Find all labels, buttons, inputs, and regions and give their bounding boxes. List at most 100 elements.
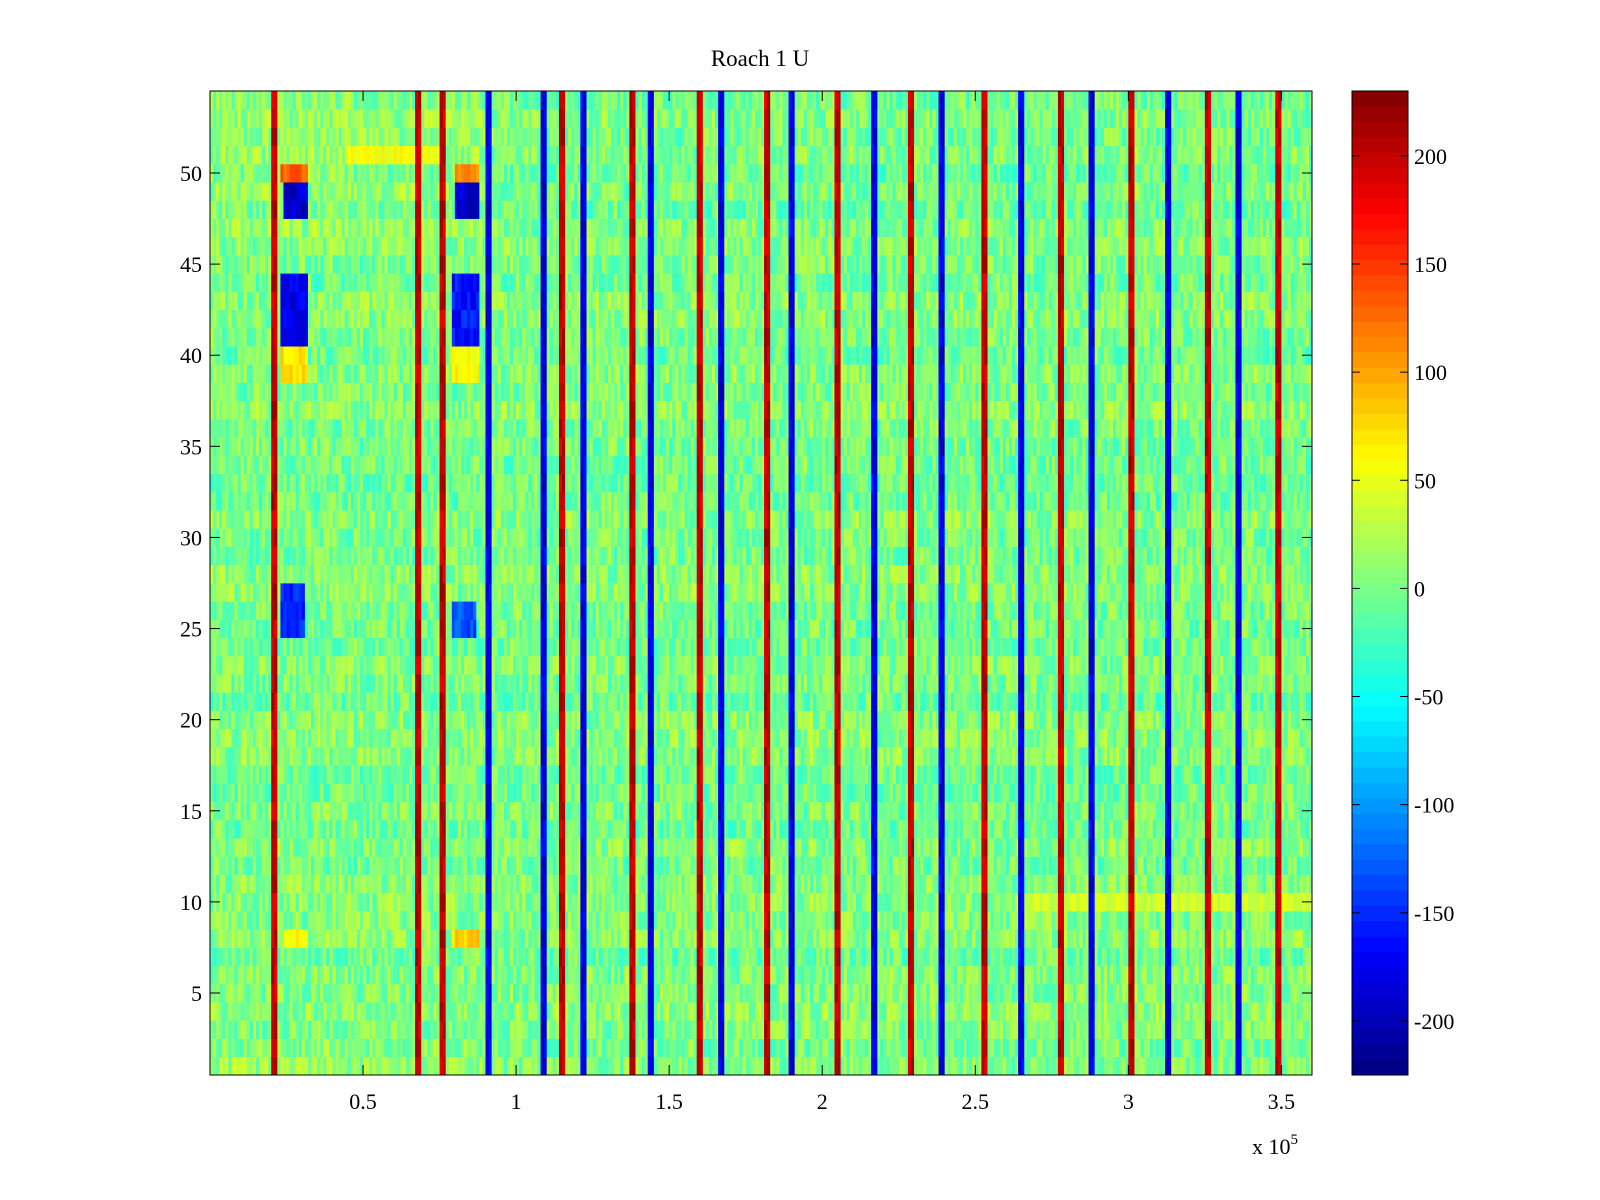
- heatmap-cell: [464, 510, 468, 529]
- heatmap-cell: [314, 783, 318, 803]
- heatmap-cell: [344, 583, 349, 602]
- heatmap-cell: [216, 1038, 220, 1058]
- heatmap-cell: [246, 546, 251, 566]
- heatmap-cell: [430, 583, 434, 602]
- heatmap-cell: [329, 1056, 333, 1076]
- heatmap-cell: [222, 892, 226, 912]
- heatmap-cell: [210, 783, 214, 803]
- heatmap-cell: [464, 182, 468, 201]
- heatmap-cell: [283, 983, 287, 1003]
- heatmap-cell: [457, 929, 462, 948]
- heatmap-cell: [277, 838, 281, 857]
- heatmap-cell: [451, 655, 456, 675]
- heatmap-cell: [485, 309, 489, 329]
- heatmap-cell: [415, 801, 419, 821]
- heatmap-cell: [424, 309, 428, 329]
- heatmap-cell: [240, 947, 245, 967]
- heatmap-cell: [439, 473, 444, 493]
- heatmap-cell: [258, 583, 263, 602]
- heatmap-cell: [307, 1020, 312, 1039]
- heatmap-cell: [375, 1002, 379, 1021]
- heatmap-cell: [366, 765, 370, 784]
- heatmap-cell: [289, 892, 294, 912]
- heatmap-cell: [255, 892, 260, 912]
- heatmap-cell: [384, 892, 388, 912]
- heatmap-cell: [350, 309, 355, 329]
- heatmap-cell: [277, 728, 281, 748]
- heatmap-cell: [393, 674, 398, 693]
- heatmap-cell: [311, 801, 315, 821]
- heatmap-cell: [442, 983, 447, 1003]
- heatmap-cell: [255, 765, 260, 784]
- heatmap-cell: [390, 929, 395, 948]
- heatmap-cell: [326, 1002, 330, 1021]
- heatmap-cell: [216, 510, 220, 529]
- heatmap-cell: [323, 892, 327, 912]
- heatmap-cell: [387, 364, 391, 383]
- heatmap-cell: [350, 473, 355, 493]
- heatmap-cell: [268, 1020, 272, 1039]
- heatmap-cell: [307, 127, 312, 147]
- heatmap-cell: [231, 182, 235, 201]
- heatmap-cell: [384, 1038, 388, 1058]
- heatmap-cell: [491, 874, 496, 894]
- heatmap-cell: [216, 109, 220, 128]
- heatmap-cell: [240, 783, 245, 803]
- heatmap-cell: [448, 455, 453, 475]
- heatmap-cell: [338, 838, 343, 857]
- heatmap-cell: [307, 674, 312, 693]
- heatmap-cell: [436, 801, 440, 821]
- heatmap-cell: [243, 692, 248, 711]
- heatmap-cell: [375, 546, 379, 566]
- heatmap-cell: [326, 255, 330, 274]
- heatmap-cell: [295, 273, 300, 292]
- heatmap-cell: [210, 911, 214, 930]
- heatmap-cell: [442, 236, 447, 256]
- heatmap-cell: [473, 965, 477, 985]
- heatmap-cell: [375, 182, 379, 201]
- heatmap-cell: [213, 929, 217, 948]
- heatmap-cell: [451, 200, 456, 219]
- heatmap-cell: [393, 291, 398, 311]
- heatmap-cell: [283, 655, 287, 675]
- heatmap-cell: [427, 765, 431, 784]
- heatmap-cell: [265, 327, 269, 347]
- heatmap-cell: [421, 546, 425, 566]
- heatmap-cell: [286, 200, 290, 219]
- heatmap-cell: [479, 491, 483, 511]
- heatmap-cell: [274, 491, 278, 511]
- heatmap-cell: [286, 583, 290, 602]
- heatmap-cell: [473, 419, 477, 438]
- heatmap-cell: [356, 983, 361, 1003]
- heatmap-cell: [476, 564, 480, 584]
- heatmap-cell: [246, 601, 251, 620]
- heatmap-cell: [219, 163, 223, 183]
- heatmap-cell: [479, 1002, 483, 1021]
- heatmap-cell: [231, 218, 235, 238]
- heatmap-cell: [301, 200, 306, 219]
- heatmap-cell: [405, 655, 410, 675]
- heatmap-cell: [274, 309, 278, 329]
- heatmap-cell: [292, 218, 297, 238]
- heatmap-cell: [274, 1002, 278, 1021]
- heatmap-cell: [338, 655, 343, 675]
- heatmap-cell: [252, 400, 257, 420]
- heatmap-cell: [369, 510, 373, 529]
- heatmap-cell: [381, 309, 385, 329]
- heatmap-cell: [320, 163, 324, 183]
- heatmap-cell: [363, 929, 367, 948]
- heatmap-cell: [298, 109, 303, 128]
- heatmap-cell: [274, 346, 278, 365]
- heatmap-cell: [323, 1020, 327, 1039]
- heatmap-cell: [262, 564, 266, 584]
- heatmap-cell: [347, 200, 352, 219]
- heatmap-cell: [283, 637, 287, 657]
- heatmap-cell: [286, 1056, 290, 1076]
- heatmap-cell: [427, 710, 431, 730]
- heatmap-cell: [307, 382, 312, 402]
- heatmap-cell: [363, 1038, 367, 1058]
- heatmap-cell: [341, 1020, 346, 1039]
- heatmap-cell: [314, 655, 318, 675]
- heatmap-cell: [323, 765, 327, 784]
- heatmap-cell: [277, 801, 281, 821]
